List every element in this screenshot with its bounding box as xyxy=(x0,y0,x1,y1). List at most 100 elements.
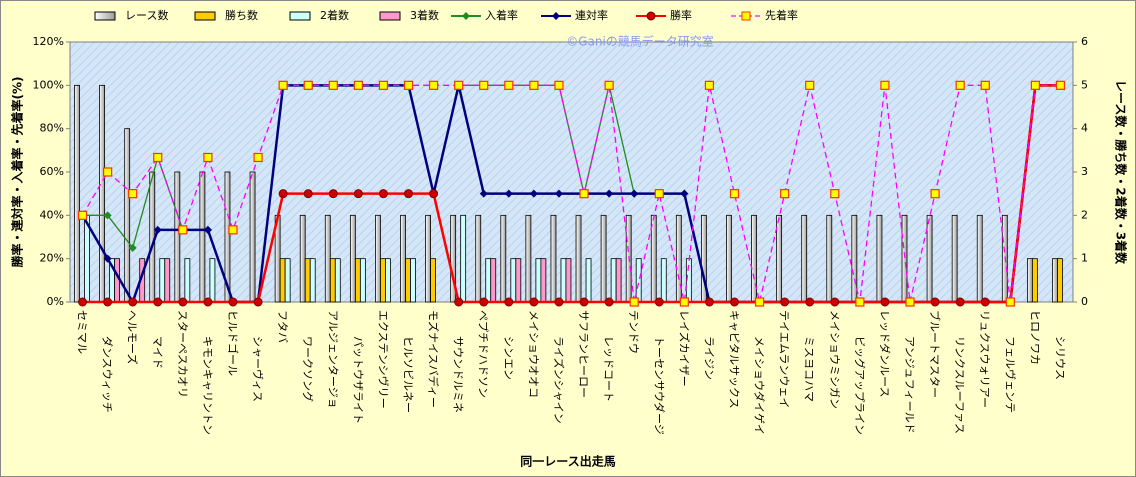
marker xyxy=(729,297,739,307)
bar xyxy=(560,258,567,303)
bar xyxy=(359,258,366,303)
marker xyxy=(303,189,313,199)
bar xyxy=(279,258,286,303)
x-tick-label: テンドウ xyxy=(627,310,640,354)
marker xyxy=(630,189,639,198)
marker xyxy=(604,297,614,307)
x-tick-label: ヒルドゴール xyxy=(226,310,240,376)
legend-swatch xyxy=(289,11,311,21)
bar xyxy=(354,258,361,303)
bar xyxy=(475,214,482,303)
x-tick-label: フタバ xyxy=(276,310,289,343)
x-tick-label: モズナイスバディー xyxy=(427,310,441,408)
x-tick-label: キャピタルサックス xyxy=(727,310,740,409)
x-tick-label: メイショウミシガン xyxy=(828,310,841,409)
bar xyxy=(575,214,582,303)
x-tick-label: ビッグアップライン xyxy=(853,336,867,435)
marker xyxy=(855,297,865,307)
x-axis-title: 同一レース出走馬 xyxy=(520,454,615,469)
y-tick-label: 40% xyxy=(40,208,64,221)
x-tick-label: マイド xyxy=(151,336,164,369)
marker xyxy=(629,297,639,307)
bar xyxy=(500,214,507,303)
bar xyxy=(349,214,356,303)
bar xyxy=(826,214,833,303)
bar xyxy=(660,258,667,303)
bar xyxy=(209,258,216,303)
y-tick-label: 120% xyxy=(33,35,64,48)
marker xyxy=(805,297,815,307)
marker xyxy=(704,80,715,90)
marker xyxy=(679,297,689,307)
marker xyxy=(128,243,137,252)
bar xyxy=(801,214,808,303)
marker xyxy=(128,189,138,199)
marker xyxy=(203,152,213,163)
bar xyxy=(405,258,411,303)
bar xyxy=(525,214,532,303)
marker xyxy=(454,80,464,90)
x-tick-label: フェルヴェンテ xyxy=(1003,336,1017,413)
marker xyxy=(404,189,414,199)
x-tick-label: アルジェンタージョ xyxy=(326,310,339,409)
bar xyxy=(515,258,522,303)
y-tick-label: 20% xyxy=(40,252,64,265)
bar xyxy=(385,258,391,303)
marker xyxy=(78,297,88,307)
bar xyxy=(375,214,381,303)
marker xyxy=(780,189,790,199)
marker xyxy=(780,297,790,307)
bar xyxy=(876,214,883,303)
bar xyxy=(184,258,191,303)
x-tick-label: シンエン xyxy=(502,336,515,380)
bar xyxy=(159,258,166,303)
y2-tick-label: 6 xyxy=(1081,35,1088,48)
y2-tick-label: 4 xyxy=(1081,122,1088,135)
x-tick-label: メイショウダイゲイ xyxy=(753,336,767,435)
marker xyxy=(153,225,162,234)
x-tick-label: レッドダンルース xyxy=(878,310,892,397)
x-tick-label: ブルートマスター xyxy=(928,310,942,398)
y-tick-label: 80% xyxy=(40,122,64,135)
bar xyxy=(490,258,497,303)
marker xyxy=(1055,80,1066,90)
x-tick-label: トーセンサウダージ xyxy=(652,336,666,435)
marker xyxy=(403,80,414,90)
bar xyxy=(585,258,592,303)
marker xyxy=(579,297,589,307)
y-axis-title: 勝率・連対率・入着率・先着率(%) xyxy=(10,77,25,268)
bar xyxy=(510,258,517,303)
bar xyxy=(430,258,436,303)
bar xyxy=(400,214,406,303)
marker xyxy=(103,211,112,220)
bar xyxy=(460,214,467,303)
bar xyxy=(334,258,341,303)
x-tick-label: エクステンシヴリー xyxy=(376,310,390,409)
marker xyxy=(203,225,212,234)
x-tick-label: ペプチドハドソン xyxy=(477,310,490,398)
x-tick-label: シャーヴィス xyxy=(251,336,265,402)
x-tick-label: ヒルソビルネー xyxy=(402,336,415,413)
x-tick-label: スターペスカオリ xyxy=(176,310,189,398)
bar xyxy=(776,214,783,303)
bar xyxy=(174,171,181,303)
legend-swatch xyxy=(552,12,560,20)
x-tick-label: サフランヒーロー xyxy=(577,310,590,398)
line xyxy=(81,84,1061,303)
x-tick-label: メイショウオオコ xyxy=(527,310,540,398)
x-tick-label: アンジュフィールド xyxy=(903,336,916,434)
bar xyxy=(976,214,983,303)
marker xyxy=(930,189,940,199)
line xyxy=(82,84,1061,304)
bar xyxy=(1026,258,1033,303)
bar xyxy=(1052,258,1058,303)
marker xyxy=(729,189,740,199)
legend-swatch xyxy=(379,11,401,21)
marker xyxy=(128,297,138,307)
marker xyxy=(605,189,614,198)
marker xyxy=(378,189,388,199)
marker xyxy=(353,80,363,90)
bar xyxy=(535,258,542,303)
marker xyxy=(153,297,163,307)
